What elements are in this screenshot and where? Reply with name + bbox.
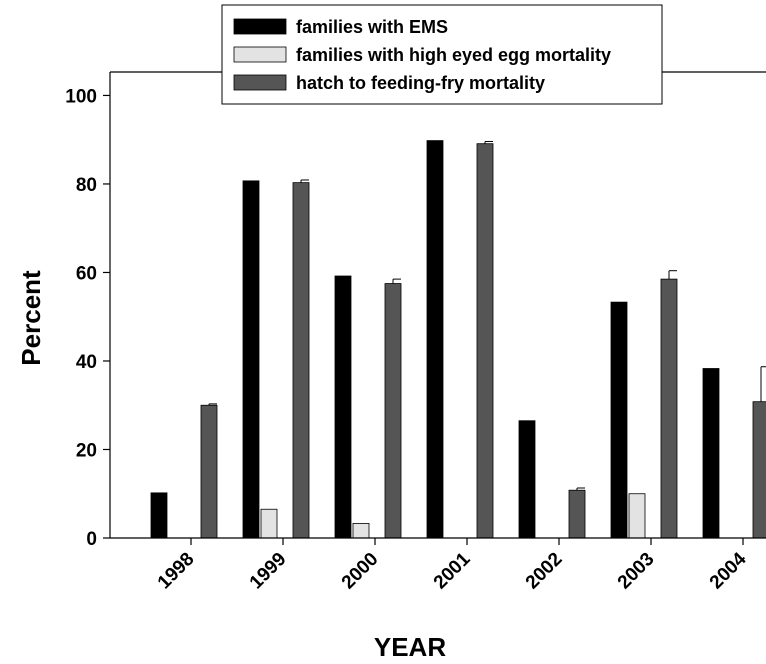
y-tick-label: 60 xyxy=(76,263,97,284)
legend: families with EMS families with high eyed… xyxy=(221,4,663,105)
bar-2003-series-2 xyxy=(628,493,646,539)
x-axis-title: YEAR xyxy=(374,632,446,662)
bar-2002-series-1 xyxy=(518,420,536,539)
bar-2000-series-2 xyxy=(352,522,370,539)
legend-box xyxy=(221,4,663,105)
legend-swatch-3 xyxy=(233,74,287,91)
bar-2000-series-1 xyxy=(334,275,352,539)
x-tick-label-1999: 1999 xyxy=(246,549,291,594)
bar-1998-series-3 xyxy=(200,404,218,539)
legend-swatch-2 xyxy=(233,46,287,63)
x-tick-label-1998: 1998 xyxy=(154,549,199,594)
bar-2001-series-1 xyxy=(426,140,444,539)
x-tick-label-2004: 2004 xyxy=(706,548,751,593)
bar-2004-series-3 xyxy=(752,401,766,539)
y-axis-title: Percent xyxy=(16,270,46,366)
bar-2004-series-1 xyxy=(702,368,720,539)
bar-2001-series-3 xyxy=(476,143,494,539)
legend-label-2: families with high eyed egg mortality xyxy=(296,45,611,65)
bar-2002-series-3 xyxy=(568,489,586,539)
x-tick-label-2000: 2000 xyxy=(338,549,383,594)
x-tick-label-2002: 2002 xyxy=(522,549,567,594)
bars xyxy=(150,140,766,539)
y-tick-label: 20 xyxy=(76,440,97,461)
bar-1999-series-2 xyxy=(260,508,278,539)
legend-label-1: families with EMS xyxy=(296,17,448,37)
bar-2003-series-1 xyxy=(610,301,628,539)
legend-label-3: hatch to feeding-fry mortality xyxy=(296,73,545,93)
x-tick-label-2001: 2001 xyxy=(430,548,475,593)
bar-1999-series-1 xyxy=(242,180,260,539)
bar-2003-series-3 xyxy=(660,278,678,539)
bar-1999-series-3 xyxy=(292,182,310,539)
y-tick-label: 0 xyxy=(86,529,97,550)
bar-2000-series-3 xyxy=(384,283,402,539)
y-tick-label: 80 xyxy=(76,175,97,196)
y-tick-label: 100 xyxy=(65,86,97,107)
y-tick-label: 40 xyxy=(76,352,97,373)
legend-swatch-1 xyxy=(233,18,287,35)
bar-1998-series-1 xyxy=(150,492,168,539)
x-tick-label-2003: 2003 xyxy=(614,549,659,594)
